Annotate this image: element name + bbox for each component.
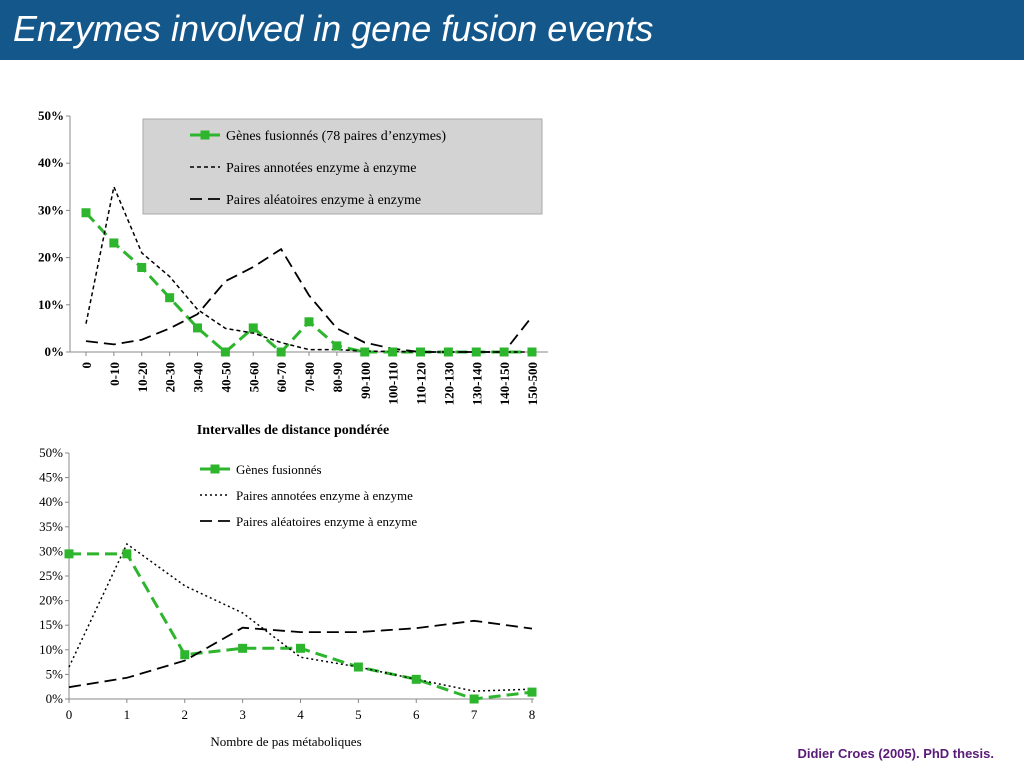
legend-marker: [200, 130, 210, 140]
data-point: [248, 323, 258, 333]
data-point: [81, 208, 91, 218]
data-point: [471, 347, 481, 357]
y-tick-label: 40%: [39, 494, 63, 509]
x-tick-label: 90-100: [358, 362, 373, 399]
legend-label: Paires annotées enzyme à enzyme: [236, 488, 413, 503]
data-point: [296, 643, 305, 653]
x-tick-label: 140-150: [497, 362, 512, 405]
y-tick-label: 50%: [38, 108, 64, 123]
x-axis-title: Nombre de pas métaboliques: [210, 734, 361, 749]
data-point: [137, 263, 147, 273]
y-tick-label: 5%: [46, 666, 64, 681]
page-title: Enzymes involved in gene fusion events: [13, 8, 654, 49]
data-point: [499, 347, 509, 357]
data-point: [411, 674, 421, 684]
y-tick-label: 0%: [45, 344, 65, 359]
data-point: [165, 293, 175, 303]
series-line-2: [85, 247, 533, 353]
legend-label: Paires aléatoires enzyme à enzyme: [226, 193, 421, 208]
data-point: [109, 238, 119, 248]
y-tick-label: 40%: [38, 155, 64, 170]
x-tick-label: 70-80: [302, 362, 317, 392]
x-tick-label: 2: [182, 707, 189, 722]
y-tick-label: 50%: [39, 445, 63, 460]
x-tick-label: 110-120: [414, 362, 429, 405]
data-point: [360, 347, 370, 357]
data-point: [353, 662, 363, 672]
data-point: [388, 347, 398, 357]
data-point: [122, 549, 132, 559]
y-tick-label: 10%: [39, 642, 63, 657]
citation: Didier Croes (2005). PhD thesis.: [797, 746, 994, 761]
x-tick-label: 6: [413, 707, 420, 722]
data-point: [193, 323, 202, 333]
x-tick-label: 8: [529, 707, 536, 722]
y-tick-label: 20%: [38, 250, 64, 265]
data-point: [238, 643, 248, 653]
x-tick-label: 0: [79, 362, 94, 369]
data-point: [443, 347, 453, 357]
x-tick-label: 20-30: [163, 362, 178, 392]
x-tick-label: 50-60: [246, 362, 261, 392]
x-tick-label: 3: [239, 707, 246, 722]
y-tick-label: 10%: [38, 297, 64, 312]
series-line-1: [85, 184, 532, 353]
x-tick-label: 10-20: [135, 362, 150, 392]
y-tick-label: 30%: [39, 543, 63, 558]
y-tick-label: 30%: [38, 202, 64, 217]
legend-label: Gènes fusionnés (78 paires d’enzymes): [226, 129, 446, 144]
x-tick-label: 0-10: [107, 362, 122, 386]
legend-label: Gènes fusionnés: [236, 462, 322, 477]
legend-label: Paires aléatoires enzyme à enzyme: [236, 514, 417, 529]
x-tick-label: 100-110: [386, 362, 401, 405]
x-tick-label: 5: [355, 707, 362, 722]
legend-marker: [210, 464, 220, 474]
x-tick-label: 80-90: [330, 362, 345, 392]
y-tick-label: 20%: [39, 593, 63, 608]
data-point: [220, 347, 230, 357]
y-tick-label: 15%: [39, 617, 63, 632]
data-point: [416, 347, 425, 357]
x-tick-label: 1: [124, 707, 131, 722]
data-point: [64, 549, 74, 559]
data-point: [527, 347, 537, 357]
data-point: [527, 687, 537, 697]
legend-label: Paires annotées enzyme à enzyme: [226, 161, 416, 176]
data-point: [180, 650, 190, 660]
x-tick-label: 0: [66, 707, 73, 722]
data-point: [304, 317, 314, 327]
title-bar: Enzymes involved in gene fusion events: [0, 0, 1024, 60]
series-line-2: [68, 619, 533, 689]
y-tick-label: 0%: [46, 691, 64, 706]
x-tick-label: 40-50: [218, 362, 233, 392]
x-tick-label: 60-70: [274, 362, 289, 392]
series-line-1: [68, 542, 533, 692]
y-tick-label: 45%: [39, 470, 63, 485]
x-tick-label: 4: [297, 707, 304, 722]
x-tick-label: 7: [471, 707, 478, 722]
x-tick-label: 30-40: [191, 362, 206, 392]
series-line-0: [69, 552, 533, 701]
data-point: [276, 347, 286, 357]
x-tick-label: 150-500: [525, 362, 540, 405]
x-axis-title: Intervalles de distance pondérée: [197, 423, 389, 438]
data-point: [332, 341, 342, 351]
x-tick-label: 120-130: [441, 362, 456, 405]
data-point: [469, 694, 479, 704]
y-tick-label: 35%: [39, 519, 63, 534]
x-tick-label: 130-140: [469, 362, 484, 405]
y-tick-label: 25%: [39, 568, 63, 583]
